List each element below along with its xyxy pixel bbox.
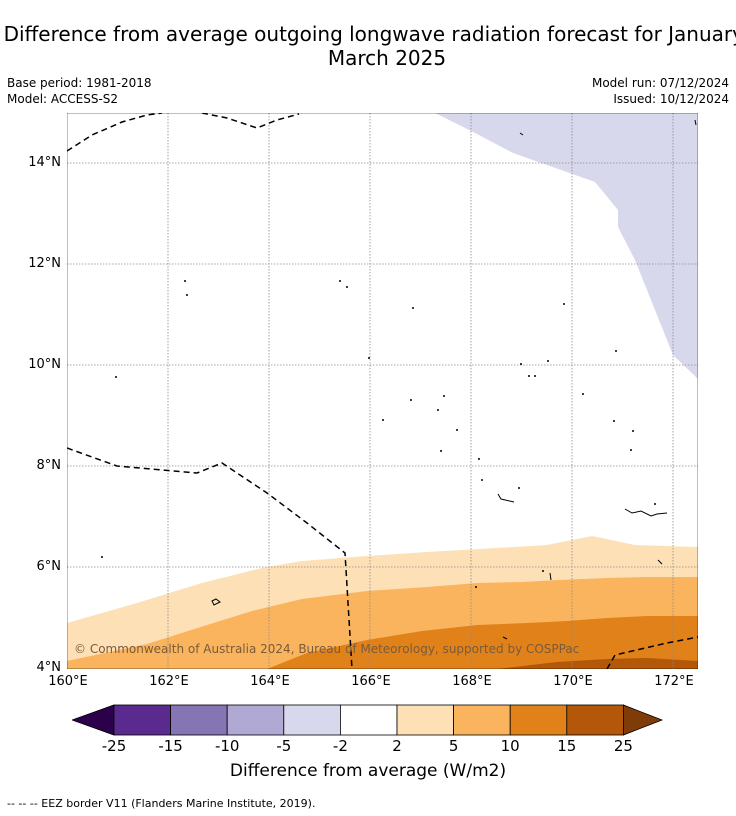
colorbar-under-arrow	[72, 704, 115, 736]
colorbar-segment	[339, 704, 398, 736]
colorbar-tick-label: -2	[332, 737, 348, 755]
eez-footnote: -- -- -- EEZ border V11 (Flanders Marine…	[7, 797, 316, 810]
island-outlines	[211, 119, 697, 640]
meta-left: Base period: 1981-2018 Model: ACCESS-S2	[7, 75, 152, 107]
colorbar-segment	[509, 704, 568, 736]
colorbar-segment	[396, 704, 454, 736]
colorbar-title: Difference from average (W/m2)	[229, 761, 507, 781]
gridlines	[67, 113, 698, 669]
meta-right: Model run: 07/12/2024 Issued: 10/12/2024	[592, 75, 729, 107]
anomaly-region-15-25	[497, 658, 698, 669]
lat-label-12n: 12°N	[28, 256, 61, 271]
lat-label-4n: 4°N	[36, 660, 62, 675]
colorbar-tick-label: 2	[392, 737, 402, 755]
colorbar-segment	[283, 704, 341, 736]
colorbar-segment	[453, 704, 511, 736]
colorbar-tick-label: -10	[214, 737, 240, 755]
colorbar-tick-label: -5	[276, 737, 292, 755]
colorbar-tick-label: -25	[101, 737, 127, 755]
colorbar-tick-label: 15	[557, 737, 577, 755]
colorbar-tick-label: 10	[500, 737, 520, 755]
island-dots	[101, 280, 656, 588]
lon-label-172e: 172°E	[654, 674, 694, 689]
eez-border	[67, 113, 698, 669]
colorbar-segment	[226, 704, 285, 736]
anomaly-region-10-15	[267, 616, 698, 669]
lat-label-8n: 8°N	[36, 458, 62, 473]
lat-label-10n: 10°N	[28, 357, 61, 372]
colorbar-over-arrow	[623, 704, 664, 736]
lon-label-160e: 160°E	[48, 674, 88, 689]
colorbar-segment	[566, 704, 624, 736]
copyright-notice: © Commonwealth of Australia 2024, Bureau…	[74, 642, 579, 656]
colorbar-tick-label: -15	[158, 737, 183, 755]
colorbar-segment	[170, 704, 228, 736]
lon-label-162e: 162°E	[149, 674, 189, 689]
lon-label-166e: 166°E	[351, 674, 391, 689]
base-period: Base period: 1981-2018	[7, 76, 152, 90]
lon-label-170e: 170°E	[553, 674, 593, 689]
lat-label-14n: 14°N	[28, 155, 61, 170]
model-name: Model: ACCESS-S2	[7, 92, 119, 106]
colorbar-tick-label: 5	[448, 737, 459, 755]
anomaly-region-minus-5	[435, 113, 698, 379]
lon-label-168e: 168°E	[452, 674, 492, 689]
colorbar	[72, 704, 664, 736]
map-panel: © Commonwealth of Australia 2024, Bureau…	[67, 113, 698, 669]
lon-label-164e: 164°E	[250, 674, 290, 689]
issued-date: Issued: 10/12/2024	[613, 92, 729, 106]
lat-label-6n: 6°N	[36, 559, 62, 574]
model-run: Model run: 07/12/2024	[591, 76, 729, 90]
colorbar-tick-label: 25	[613, 737, 633, 755]
chart-title: Difference from average outgoing longwav…	[3, 22, 736, 70]
colorbar-segment	[113, 704, 171, 736]
